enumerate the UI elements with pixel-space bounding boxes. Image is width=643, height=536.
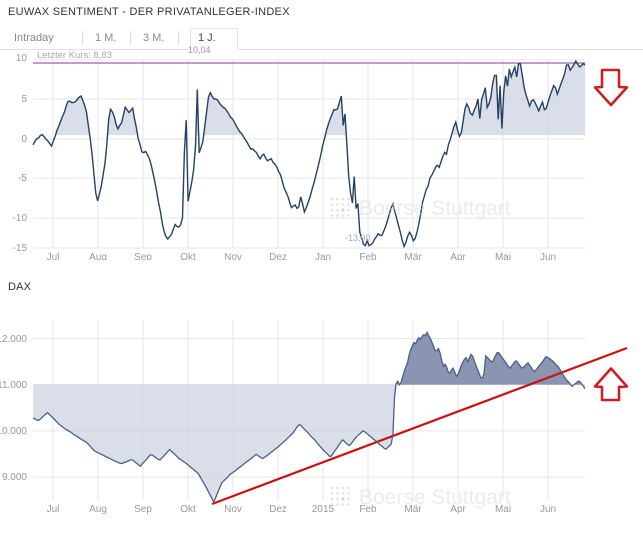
- svg-text:-10: -10: [13, 213, 28, 224]
- svg-text:Aug: Aug: [89, 504, 107, 515]
- svg-text:10: 10: [16, 53, 28, 64]
- svg-text:Nov: Nov: [224, 504, 242, 515]
- svg-text:Jun: Jun: [540, 252, 556, 260]
- svg-text:Boerse Stuttgart: Boerse Stuttgart: [359, 486, 511, 509]
- svg-text:Dez: Dez: [269, 504, 287, 515]
- svg-text:Okt: Okt: [180, 504, 196, 515]
- svg-text:9.000: 9.000: [2, 472, 27, 483]
- svg-text:12.000: 12.000: [0, 334, 27, 345]
- svg-text:Mai: Mai: [495, 252, 511, 260]
- svg-text:Jan: Jan: [315, 252, 331, 260]
- svg-text:Feb: Feb: [359, 252, 377, 260]
- svg-text:Nov: Nov: [224, 252, 242, 260]
- svg-text:10,04: 10,04: [188, 45, 211, 55]
- svg-text:-5: -5: [18, 173, 27, 184]
- svg-text:Aug: Aug: [89, 252, 107, 260]
- svg-text:Boerse Stuttgart: Boerse Stuttgart: [359, 197, 511, 220]
- svg-text:Apr: Apr: [450, 252, 466, 260]
- svg-text:5: 5: [21, 94, 27, 105]
- svg-text:Jul: Jul: [47, 252, 60, 260]
- svg-text:Okt: Okt: [180, 252, 196, 260]
- svg-text:-15: -15: [13, 243, 28, 254]
- svg-text:10.000: 10.000: [0, 426, 27, 437]
- svg-text:Mär: Mär: [404, 252, 422, 260]
- svg-text:-13,90: -13,90: [345, 233, 371, 243]
- svg-text:11.000: 11.000: [0, 380, 27, 391]
- svg-text:Sep: Sep: [134, 252, 152, 260]
- svg-text:Dez: Dez: [269, 252, 287, 260]
- svg-text:Sep: Sep: [134, 504, 152, 515]
- svg-text:0: 0: [21, 134, 27, 145]
- svg-text:Jun: Jun: [540, 504, 556, 515]
- svg-text:2015: 2015: [312, 504, 335, 515]
- svg-text:Jul: Jul: [47, 504, 60, 515]
